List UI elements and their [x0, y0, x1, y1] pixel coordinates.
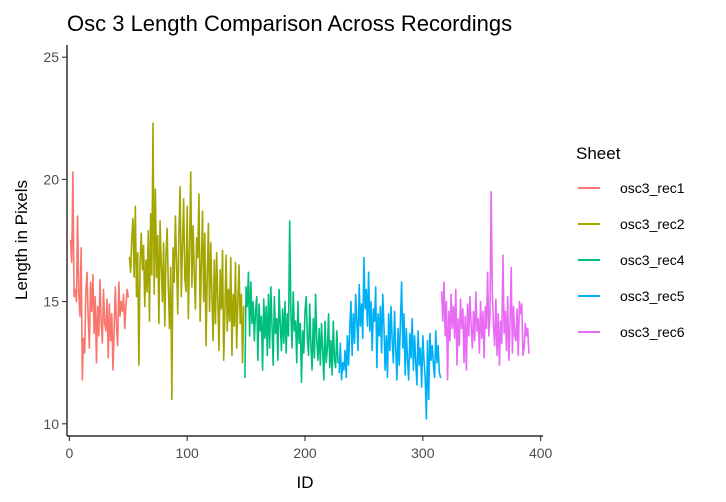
- legend-label: osc3_rec6: [620, 324, 685, 340]
- series-line-osc3_rec1: [69, 171, 130, 381]
- legend-label: osc3_rec5: [620, 288, 685, 304]
- plot-area: 0 100 200 300 400 10 15 20 25: [43, 45, 553, 461]
- y-ticks: 10 15 20 25: [43, 49, 67, 432]
- legend-item-osc3_rec6: osc3_rec6: [578, 324, 685, 340]
- series-line-osc3_rec4: [244, 220, 339, 384]
- legend: Sheet osc3_rec1osc3_rec2osc3_rec4osc3_re…: [576, 144, 685, 340]
- x-tick-label: 0: [65, 445, 73, 461]
- series-line-osc3_rec5: [338, 256, 442, 420]
- x-tick-label: 300: [411, 445, 435, 461]
- x-tick-label: 400: [529, 445, 553, 461]
- series-group: [69, 122, 530, 420]
- series-line-osc3_rec6: [440, 190, 530, 381]
- x-axis-title: ID: [297, 473, 314, 492]
- legend-label: osc3_rec1: [620, 180, 685, 196]
- legend-title: Sheet: [576, 144, 621, 163]
- chart-title: Osc 3 Length Comparison Across Recording…: [67, 11, 512, 36]
- y-tick-label: 10: [43, 416, 59, 432]
- x-ticks: 0 100 200 300 400: [65, 436, 553, 461]
- legend-item-osc3_rec5: osc3_rec5: [578, 288, 685, 304]
- legend-item-osc3_rec2: osc3_rec2: [578, 216, 685, 232]
- y-tick-label: 25: [43, 49, 59, 65]
- y-tick-label: 15: [43, 294, 59, 310]
- series-line-osc3_rec2: [128, 122, 245, 401]
- legend-items: osc3_rec1 osc3_rec2 osc3_rec4 osc3_rec5 osc3…: [578, 180, 685, 340]
- legend-item-osc3_rec4: osc3_rec4: [578, 252, 685, 268]
- legend-label: osc3_rec4: [620, 252, 685, 268]
- legend-label: osc3_rec2: [620, 216, 685, 232]
- x-tick-label: 200: [293, 445, 317, 461]
- legend-item-osc3_rec1: osc3_rec1: [578, 180, 685, 196]
- x-tick-label: 100: [175, 445, 199, 461]
- y-axis-title: Length in Pixels: [12, 180, 31, 300]
- y-tick-label: 20: [43, 171, 59, 187]
